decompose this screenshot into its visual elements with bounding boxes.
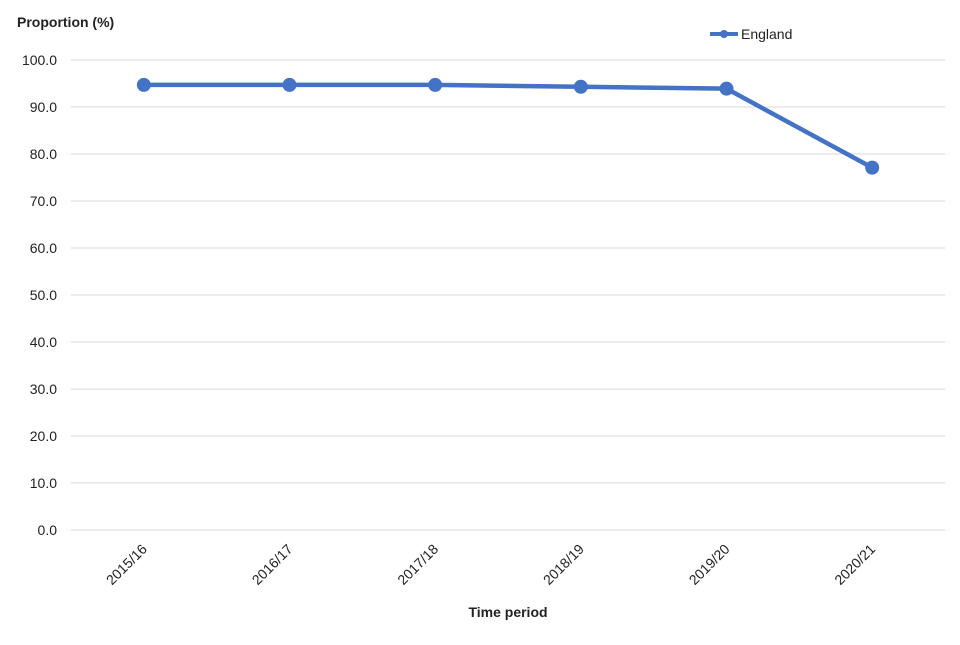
y-tick-label: 50.0 — [30, 287, 57, 303]
x-tick-label: 2017/18 — [394, 541, 441, 588]
y-tick-label: 100.0 — [22, 52, 57, 68]
line — [143, 82, 874, 170]
x-tick-label: 2020/21 — [831, 541, 878, 588]
y-tick-label: 10.0 — [30, 475, 57, 491]
x-tick-label: 2018/19 — [540, 541, 587, 588]
y-axis-title: Proportion (%) — [17, 14, 114, 30]
x-axis-title: Time period — [468, 604, 547, 620]
point — [719, 81, 734, 96]
legend-label: England — [741, 26, 792, 42]
legend-marker — [720, 30, 728, 38]
y-tick-label: 70.0 — [30, 193, 57, 209]
x-tick-label: 2015/16 — [103, 541, 150, 588]
x-tick-label: 2019/20 — [686, 541, 733, 588]
y-tick-label: 60.0 — [30, 240, 57, 256]
y-tick-label: 40.0 — [30, 334, 57, 350]
point — [136, 77, 151, 92]
x-tick-label: 2016/17 — [249, 541, 296, 588]
point — [282, 77, 297, 92]
y-tick-label: 80.0 — [30, 146, 57, 162]
point — [428, 77, 443, 92]
point — [865, 160, 880, 175]
y-tick-label: 90.0 — [30, 99, 57, 115]
point — [573, 79, 588, 94]
y-tick-label: 30.0 — [30, 381, 57, 397]
y-tick-label: 20.0 — [30, 428, 57, 444]
y-tick-label: 0.0 — [38, 522, 58, 538]
